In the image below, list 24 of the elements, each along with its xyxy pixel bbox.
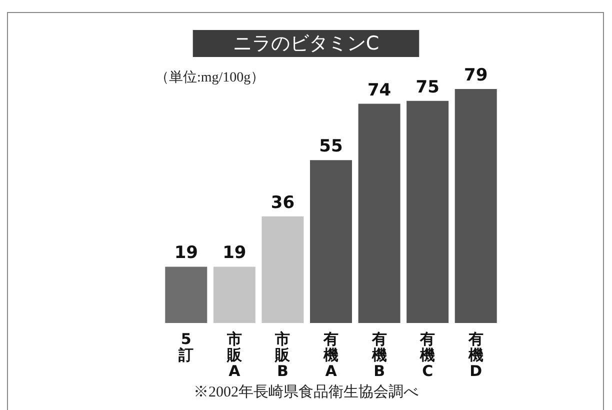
text: ※2002年長崎県食品衛生協会調べ — [194, 384, 418, 400]
bar — [165, 266, 208, 323]
data-label: 74 — [367, 80, 392, 100]
x-tick-label: 有機D — [467, 330, 484, 380]
data-label: 19 — [222, 243, 246, 264]
bar — [454, 88, 497, 323]
chart-subtitle: （単位:mg/100g） — [155, 70, 265, 86]
bar — [310, 160, 352, 323]
bar — [262, 216, 304, 323]
x-tick-label: 有機A — [322, 330, 338, 380]
bar — [358, 104, 400, 323]
data-label: 36 — [270, 192, 295, 213]
data-label: 75 — [416, 77, 440, 98]
bar — [406, 100, 449, 323]
chart-title: ニラのビタミンC — [232, 32, 380, 54]
x-tick-label: 5訂 — [178, 330, 194, 364]
x-tick-label: 有機C — [419, 330, 436, 380]
x-tick-label: 市販B — [274, 330, 292, 380]
bar — [213, 266, 256, 323]
x-tick-label: 有機B — [370, 330, 387, 380]
x-tick-label: 市販A — [226, 330, 243, 380]
data-label: 19 — [174, 243, 198, 264]
data-label: 79 — [464, 65, 488, 86]
data-label: 55 — [319, 136, 343, 157]
